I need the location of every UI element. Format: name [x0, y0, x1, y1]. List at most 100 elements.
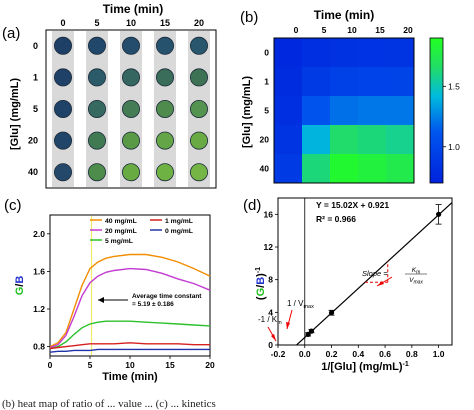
panel-d-km-arrowhead: [271, 334, 276, 341]
panel-d-label: (d): [243, 197, 261, 214]
panel-a-time-tick: 15: [160, 18, 170, 28]
panel-b-time-tick: 10: [347, 25, 357, 35]
panel-b-conc-tick: 20: [260, 135, 270, 145]
panel-a-well: [88, 131, 107, 150]
panel-a-well: [54, 131, 73, 150]
panel-a-well: [54, 163, 73, 182]
panel-a-conc-tick: 0: [33, 41, 38, 51]
panel-c-series-line: [49, 267, 211, 349]
panel-b-conc-ticks: 0 1 5 20 40: [260, 48, 270, 174]
panel-a-well: [122, 163, 141, 182]
panel-d-vmax-label: 1 / Vmax: [287, 299, 314, 310]
panel-d-slope-label: Slope = Km Vmax: [362, 267, 427, 286]
panel-b-conc-tick: 5: [264, 106, 269, 116]
panel-d-axes-frame: [277, 197, 453, 346]
panel-b-conc-tick: 1: [264, 77, 269, 87]
panel-b-heatmap-cell: [274, 96, 303, 126]
panel-b-conc-tick: 0: [264, 48, 269, 58]
panel-a-well: [54, 36, 73, 55]
panel-d-fit-line: [296, 202, 453, 346]
panel-b-conc-tick: 40: [260, 164, 270, 174]
panel-c-y-tick-label: 0.8: [33, 342, 45, 352]
panel-a-wells: [54, 36, 208, 182]
panel-d: (d) -0.2 0.0 0.2 0.4 0.6 0.8 1.0 0 4 8 12 16 1/[Gl…: [243, 197, 453, 373]
panel-a-conc-tick: 1: [33, 72, 38, 82]
panel-a-conc-tick: 40: [28, 167, 38, 177]
panel-d-x-label: 1/[Glu] (mg/mL)-1: [321, 361, 409, 373]
panel-b-heatmap-cell: [358, 154, 387, 184]
panel-b-heatmap-cell: [386, 67, 415, 97]
panel-c-x-tick-label: 0: [48, 360, 53, 370]
panel-a-well: [88, 36, 107, 55]
panel-a-well: [155, 36, 174, 55]
panel-b-heatmap-cell: [386, 125, 415, 155]
panel-d-slope-triangle: [365, 261, 389, 283]
panel-c-annotation-arrowhead: [98, 297, 104, 303]
panel-b-heatmap-cell: [302, 154, 331, 184]
panel-d-y-label: (G/B)-1: [255, 267, 267, 300]
panel-a-time-tick: 0: [60, 18, 65, 28]
panel-b-heatmap-cell: [274, 67, 303, 97]
panel-a-well: [122, 100, 141, 119]
panel-d-points: [305, 204, 442, 337]
panel-c-annotation-line2: = 5.19 ± 0.186: [132, 301, 174, 308]
panel-c-legend: 40 mg/mL 1 mg/mL 20 mg/mL 0 mg/mL 5 mg/mL: [90, 218, 193, 245]
panel-d-data-point: [436, 211, 442, 217]
panel-c-y-ticks: 0.8 1.2 1.6 2.0: [33, 229, 50, 352]
svg-text:Slope =: Slope =: [362, 269, 388, 278]
panel-d-equation: Y = 15.02X + 0.921: [316, 200, 389, 210]
panel-d-data-point: [308, 328, 315, 334]
panel-b-label: (b): [240, 9, 258, 26]
panel-b-heatmap-cell: [302, 125, 331, 155]
panel-d-x-tick-label: 0.4: [352, 349, 364, 359]
panel-c-y-tick-label: 1.2: [33, 304, 45, 314]
panel-b-heatmap-cell: [358, 96, 387, 126]
panel-b-colorbar: [429, 37, 444, 184]
panel-a-well: [155, 100, 174, 119]
panel-c-y-label: G/B: [14, 276, 26, 296]
panel-d-y-tick-label: 0: [268, 340, 273, 350]
panel-c-series-line: [49, 342, 210, 350]
panel-b-colorbar-ticks: 1.0 1.5: [443, 81, 460, 152]
panel-b-heatmap-cell: [358, 38, 387, 68]
panel-a-well: [189, 163, 208, 182]
panel-b-heatmap-cell: [302, 38, 331, 68]
panel-b-time-tick: 20: [403, 25, 413, 35]
panel-b-time-tick: 15: [375, 25, 385, 35]
panel-c-x-label: Time (min): [102, 371, 158, 383]
panel-c-legend-label: 5 mg/mL: [105, 238, 133, 245]
panel-a-left-title: [Glu] (mg/mL): [9, 78, 21, 150]
panel-b-colorbar-tick-label: 1.5: [448, 81, 460, 91]
svg-text:Km: Km: [412, 267, 421, 276]
panel-d-x-ticks: -0.2 0.0 0.2 0.4 0.6 0.8 1.0: [271, 345, 445, 359]
panel-d-y-tick-label: 4: [268, 307, 273, 317]
panel-b-heatmap-cell: [302, 67, 331, 97]
panel-b-colorbar-tick-label: 1.0: [448, 142, 460, 152]
panel-d-x-tick-label: 0.8: [406, 349, 418, 359]
panel-a-well: [189, 100, 208, 119]
panel-b-heatmap-cell: [274, 125, 303, 155]
panel-b-heatmap-cell: [330, 67, 359, 97]
panel-c-x-tick-label: 5: [88, 360, 93, 370]
panel-a-well: [54, 100, 73, 119]
panel-b-heatmap-cell: [302, 96, 331, 126]
panel-c-x-tick-label: 15: [165, 360, 175, 370]
panel-a-well: [155, 163, 174, 182]
panel-b-heatmap-cell: [330, 96, 359, 126]
panel-b-heatmap-cell: [274, 154, 303, 184]
panel-a-well: [54, 68, 73, 87]
panel-b-frame: [273, 37, 415, 184]
panel-d-vmax-arrowhead: [286, 322, 290, 329]
panel-c-annotation-line1: Average time constant: [132, 293, 202, 300]
panel-d-y-tick-label: 8: [268, 275, 273, 285]
panel-b-heatmap-cell: [358, 125, 387, 155]
panel-b-heatmap-cell: [330, 125, 359, 155]
panel-a-conc-tick: 5: [33, 104, 38, 114]
panel-d-y-tick-label: 16: [264, 209, 274, 219]
panel-a-conc-ticks: 0 1 5 20 40: [28, 41, 38, 177]
panel-b-time-tick: 5: [322, 25, 327, 35]
panel-d-slope-arrowhead: [377, 281, 384, 286]
